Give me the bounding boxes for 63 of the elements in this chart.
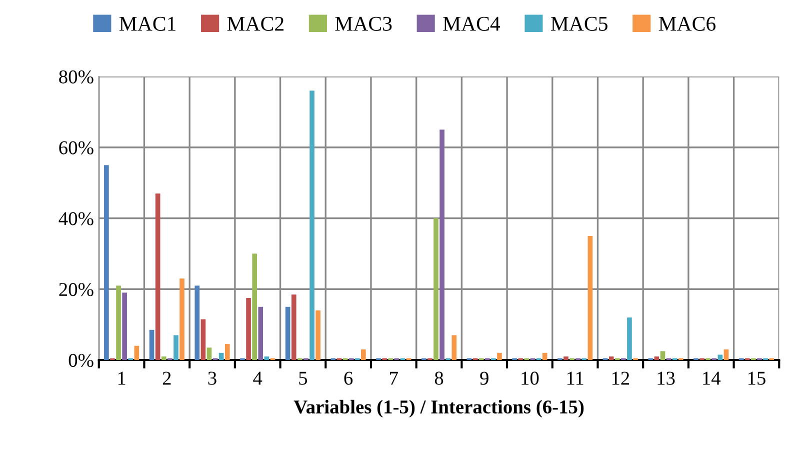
bar	[194, 286, 200, 360]
y-tick-label: 80%	[59, 70, 94, 84]
y-tick-label: 0%	[68, 354, 94, 367]
bar	[588, 236, 593, 360]
legend-label: MAC2	[227, 16, 284, 31]
bar	[180, 278, 184, 360]
x-tick-label: 3	[208, 372, 216, 385]
x-tick-label: 5	[299, 372, 308, 385]
bar	[174, 335, 178, 360]
bar	[361, 349, 366, 360]
bar	[134, 346, 140, 360]
x-tick-label: 15	[748, 372, 766, 385]
x-tick-label: 11	[567, 372, 584, 385]
x-tick-label: 13	[658, 372, 675, 385]
bar	[660, 351, 666, 360]
x-axis-title: Variables (1-5) / Interactions (6-15)	[294, 400, 584, 418]
bar	[310, 90, 314, 360]
bar	[291, 294, 296, 360]
bar	[285, 306, 290, 360]
x-tick-label: 7	[390, 372, 398, 385]
bar	[452, 335, 457, 360]
x-tick-label: 10	[522, 372, 539, 385]
bar	[264, 356, 270, 360]
bar	[206, 348, 212, 360]
legend-label: MAC3	[335, 16, 392, 31]
legend-label: MAC6	[658, 16, 716, 31]
bar	[149, 330, 154, 360]
bar	[161, 356, 166, 360]
y-tick-label: 40%	[58, 212, 94, 226]
bar	[218, 352, 224, 360]
legend-label: MAC5	[550, 16, 608, 31]
bar	[122, 292, 127, 360]
bar	[434, 218, 438, 360]
legend-label: MAC1	[119, 16, 176, 31]
bar	[724, 349, 729, 360]
bar	[608, 356, 614, 360]
x-tick-label: 6	[344, 372, 353, 385]
bar	[155, 193, 160, 360]
bar	[200, 319, 206, 360]
bar	[718, 354, 723, 360]
bar	[104, 165, 109, 360]
bar	[440, 130, 444, 360]
x-tick-label: 4	[253, 372, 262, 385]
bar	[542, 352, 548, 360]
bar	[246, 298, 251, 360]
bar	[497, 352, 502, 360]
x-tick-label: 8	[434, 372, 444, 385]
x-tick-label: 1	[118, 372, 126, 385]
bar	[654, 356, 660, 360]
bar	[116, 286, 121, 360]
y-tick-label: 20%	[59, 282, 94, 296]
y-tick-label: 60%	[59, 141, 94, 154]
x-tick-label: 12	[612, 372, 630, 385]
bar	[224, 344, 230, 360]
x-tick-label: 9	[480, 372, 488, 385]
x-tick-label: 14	[703, 372, 721, 385]
bar	[258, 306, 264, 360]
bar	[627, 317, 632, 360]
legend-label: MAC4	[443, 16, 500, 31]
bar	[252, 254, 257, 360]
bar	[564, 356, 568, 360]
x-tick-label: 2	[162, 372, 171, 385]
bar	[316, 310, 320, 360]
